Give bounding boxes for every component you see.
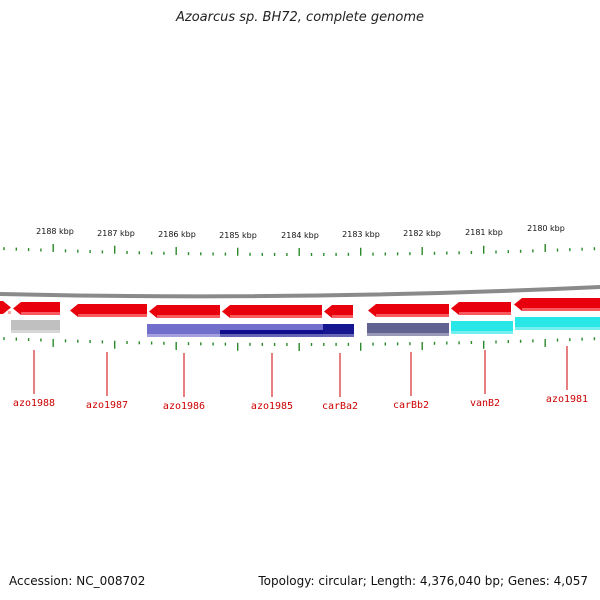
genome-summary-text: Topology: circular; Length: 4,376,040 bp… [258,574,588,588]
kbp-tick-label: 2182 kbp [403,229,441,238]
bottom-tick-row [3,337,596,351]
gene-label: azo1985 [251,401,293,412]
kbp-tick-label: 2183 kbp [342,230,380,239]
feature-block [367,323,449,336]
feature-highlight [220,334,323,337]
gene-label: azo1988 [13,398,55,409]
gene-arrow [451,302,511,315]
genome-backbone [0,285,600,299]
feature-block [515,317,600,330]
kbp-tick-label: 2180 kbp [527,224,565,233]
gene-label: carBa2 [322,401,358,412]
gene-label: azo1986 [163,401,205,412]
gene-arrow-shade [21,312,60,315]
feature-block [11,320,60,333]
gene-arrow-shade [332,315,353,318]
gene-arrow [0,301,11,314]
gene-arrow-shade [522,308,600,311]
gene-arrow [149,305,220,318]
feature-block [451,321,513,334]
gene-labels: azo1988 azo1987 azo1986 azo1985 carBa2 carBb2… [13,346,588,412]
kbp-scale: 2188 kbp 2187 kbp 2186 kbp 2185 kbp 2184 kbp… [36,224,565,240]
gene-arrow-shade [78,314,147,317]
gene-arrow-shade [376,314,449,317]
kbp-tick-label: 2181 kbp [465,228,503,237]
gene-label: azo1981 [546,394,588,405]
gene-label: carBb2 [393,400,429,411]
kbp-tick-label: 2186 kbp [158,230,196,239]
feature-track [11,317,600,337]
gene-arrow-shade [8,311,11,314]
gene-arrow-shade [157,315,220,318]
feature-highlight [323,334,354,337]
gene-arrow [514,298,600,311]
gene-arrow [13,302,60,315]
gene-arrow [222,305,322,318]
gene-arrow-shade [459,312,511,315]
feature-block [220,330,323,337]
map-title: Azoarcus sp. BH72, complete genome [175,10,425,25]
accession-text: Accession: NC_008702 [9,574,146,588]
gene-arrow [324,305,353,318]
gene-arrow-shade [230,315,322,318]
kbp-tick-label: 2188 kbp [36,227,74,236]
gene-arrow [368,304,449,317]
feature-block [323,324,354,337]
feature-highlight [451,331,513,334]
gene-label: vanB2 [470,398,500,409]
gene-label: azo1987 [86,400,128,411]
top-tick-row [3,243,596,256]
kbp-tick-label: 2187 kbp [97,229,135,238]
feature-highlight [367,333,449,336]
feature-highlight [515,327,600,330]
feature-highlight [11,330,60,333]
gene-arrow [70,304,147,317]
kbp-tick-label: 2184 kbp [281,231,319,240]
gene-track [0,298,600,318]
kbp-tick-label: 2185 kbp [219,231,257,240]
